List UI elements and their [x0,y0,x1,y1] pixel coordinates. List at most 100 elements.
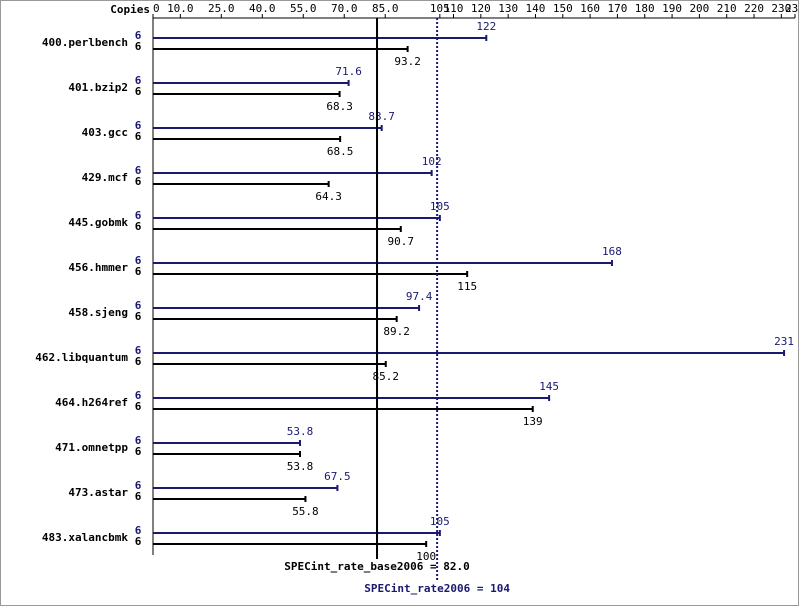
bar [153,170,433,176]
x-tick-label: 235 [785,2,799,15]
value-label: 64.3 [315,190,342,203]
x-tick-label: 200 [689,2,709,15]
x-tick-label: 25.0 [208,2,235,15]
x-tick-label: 160 [580,2,600,15]
copies-label: 6 [135,265,142,278]
copies-label: 6 [135,490,142,503]
x-tick-label: 0 [153,2,160,15]
copies-label: 6 [135,74,142,87]
copies-label: 6 [135,400,142,413]
benchmark-label: 473.astar [68,486,128,499]
benchmark-label: 458.sjeng [68,306,128,319]
copies-label: 6 [135,310,142,323]
value-label: 231 [774,335,794,348]
copies-label: 6 [135,175,142,188]
x-header: Copies [110,3,150,16]
x-tick-label: 105 [430,2,450,15]
x-tick-label: 85.0 [372,2,399,15]
copies-label: 6 [135,40,142,53]
copies-label: 6 [135,479,142,492]
bar [153,46,409,52]
bar [153,35,488,41]
copies-label: 6 [135,254,142,267]
value-label: 53.8 [287,425,314,438]
bar [153,451,301,457]
bar [153,271,469,277]
benchmark-label: 462.libquantum [35,351,128,364]
value-label: 105 [430,515,450,528]
value-label: 115 [457,280,477,293]
copies-label: 6 [135,130,142,143]
x-tick-label: 210 [717,2,737,15]
value-label: 93.2 [394,55,421,68]
x-tick-label: 10.0 [167,2,194,15]
x-tick-label: 55.0 [290,2,317,15]
value-label: 67.5 [324,470,351,483]
value-label: 139 [523,415,543,428]
reference-label: SPECint_rate2006 = 104 [364,582,510,595]
bar [153,395,551,401]
x-tick-label: 230 [771,2,791,15]
benchmark-label: 445.gobmk [68,216,128,229]
copies-label: 6 [135,355,142,368]
value-label: 100 [416,550,436,563]
copies-label: 6 [135,535,142,548]
copies-label: 6 [135,209,142,222]
bar [153,226,402,232]
value-label: 53.8 [287,460,314,473]
copies-label: 6 [135,164,142,177]
value-label: 145 [539,380,559,393]
benchmark-label: 401.bzip2 [68,81,128,94]
copies-label: 6 [135,344,142,357]
value-label: 102 [422,155,442,168]
value-label: 168 [602,245,622,258]
bar [153,125,383,131]
bar [153,136,342,142]
copies-label: 6 [135,29,142,42]
x-tick-label: 150 [553,2,573,15]
value-label: 90.7 [388,235,415,248]
value-label: 105 [430,200,450,213]
bar [153,485,339,491]
x-tick-label: 130 [498,2,518,15]
value-label: 55.8 [292,505,319,518]
x-tick-label: 180 [635,2,655,15]
x-tick-label: 110 [444,2,464,15]
bar [153,91,341,97]
x-tick-label: 70.0 [331,2,358,15]
x-tick-label: 140 [526,2,546,15]
bar [153,406,534,412]
x-tick-label: 120 [471,2,491,15]
x-tick-label: 170 [607,2,627,15]
value-label: 85.2 [373,370,400,383]
benchmark-label: 483.xalancbmk [42,531,128,544]
value-label: 68.3 [326,100,353,113]
value-label: 97.4 [406,290,433,303]
copies-label: 6 [135,434,142,447]
benchmark-label: 400.perlbench [42,36,128,49]
x-tick-label: 190 [662,2,682,15]
copies-label: 6 [135,119,142,132]
copies-label: 6 [135,524,142,537]
x-tick-label: 220 [744,2,764,15]
value-label: 83.7 [368,110,395,123]
copies-label: 6 [135,85,142,98]
copies-label: 6 [135,389,142,402]
benchmark-label: 429.mcf [82,171,128,184]
x-tick-label: 40.0 [249,2,276,15]
value-label: 89.2 [383,325,410,338]
copies-label: 6 [135,299,142,312]
bar [153,80,350,86]
bar [153,496,307,502]
benchmark-label: 456.hmmer [68,261,128,274]
benchmark-label: 403.gcc [82,126,128,139]
value-label: 71.6 [335,65,362,78]
bar [153,350,786,356]
benchmark-label: 464.h264ref [55,396,128,409]
reference-label: SPECint_rate_base2006 = 82.0 [284,560,469,573]
bar [153,361,387,367]
benchmark-label: 471.omnetpp [55,441,128,454]
bar [153,305,421,311]
bar [153,181,330,187]
